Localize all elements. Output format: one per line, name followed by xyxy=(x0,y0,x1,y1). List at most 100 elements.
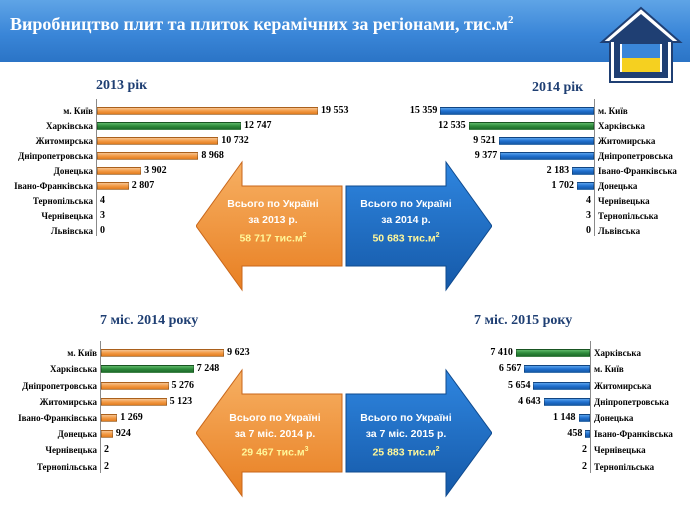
category-label: Дніпропетровська xyxy=(18,150,93,161)
category-label: Івано-Франківська xyxy=(594,429,673,440)
bar xyxy=(533,381,590,390)
bar xyxy=(97,181,129,190)
bar xyxy=(97,121,242,130)
category-label: Харківська xyxy=(598,120,645,131)
category-label: Івано-Франківська xyxy=(14,180,93,191)
category-label: Чернівецька xyxy=(41,210,93,221)
category-label: Львівська xyxy=(598,225,641,236)
value-label: 0 xyxy=(100,224,105,236)
right-arrow-7m-2015-icon xyxy=(345,368,492,498)
category-label: Дніпропетровська xyxy=(598,150,673,161)
value-label: 4 xyxy=(100,194,106,206)
category-label: Івано-Франківська xyxy=(18,412,97,423)
value-label: 1 702 xyxy=(551,179,574,191)
category-label: Чернівецька xyxy=(598,195,650,206)
bar xyxy=(576,181,594,190)
chart-title: 2013 рік xyxy=(96,78,148,93)
category-label: Івано-Франківська xyxy=(598,165,677,176)
category-label: м. Київ xyxy=(598,105,628,116)
value-label: 7 248 xyxy=(196,363,220,375)
left-arrow-2013-icon xyxy=(196,160,343,292)
value-label: 2 xyxy=(104,460,110,472)
value-label: 9 377 xyxy=(474,149,498,161)
category-label: Тернопільська xyxy=(598,210,659,221)
value-label: 8 968 xyxy=(201,149,224,161)
category-label: Чернівецька xyxy=(594,445,646,456)
value-label: 10 732 xyxy=(221,134,249,146)
slide-title: Виробництво плит та плиток керамічних за… xyxy=(10,14,514,34)
y-axis-line xyxy=(590,341,591,473)
category-label: Харківська xyxy=(594,348,641,359)
value-label: 3 902 xyxy=(144,164,167,176)
value-label: 2 807 xyxy=(131,179,155,191)
bar xyxy=(498,136,594,145)
category-label: Донецька xyxy=(57,429,97,440)
value-label: 5 123 xyxy=(169,395,193,407)
bar xyxy=(97,136,219,145)
bar xyxy=(97,166,142,175)
category-label: Харківська xyxy=(50,364,97,375)
category-label: Житомирська xyxy=(594,380,652,391)
category-label: м. Київ xyxy=(67,348,97,359)
category-label: Тернопільська xyxy=(36,461,97,472)
category-label: м. Київ xyxy=(63,105,93,116)
category-label: Житомирська xyxy=(39,396,97,407)
total-7m-2014-text: Всього по Україні за 7 міс. 2014 р. 29 4… xyxy=(229,412,321,459)
value-label: 2 xyxy=(581,460,587,472)
bar xyxy=(101,397,167,406)
category-label: Харківська xyxy=(46,120,93,131)
category-label: Донецька xyxy=(594,412,634,423)
bar xyxy=(101,413,118,422)
bar xyxy=(101,381,169,390)
category-label: Житомирська xyxy=(35,135,93,146)
category-label: Львівська xyxy=(50,225,93,236)
bar xyxy=(440,106,594,115)
house-logo-icon xyxy=(599,6,683,83)
value-label: 458 xyxy=(567,428,583,440)
value-label: 2 xyxy=(104,444,110,456)
value-label: 1 148 xyxy=(553,411,576,423)
bar xyxy=(524,365,590,374)
chart-title: 2014 рік xyxy=(532,80,584,95)
value-label: 19 553 xyxy=(320,104,349,116)
bar xyxy=(578,413,590,422)
category-label: Тернопільська xyxy=(32,195,93,206)
right-arrow-2014-icon xyxy=(345,160,492,292)
chart-title: 7 міс. 2014 року xyxy=(100,313,199,328)
value-label: 924 xyxy=(115,428,131,440)
left-arrow-7m-2014-icon xyxy=(196,368,343,498)
value-label: 4 643 xyxy=(518,395,541,407)
value-label: 12 747 xyxy=(244,119,272,131)
value-label: 2 183 xyxy=(546,164,570,176)
y-axis-line xyxy=(100,341,101,473)
y-axis-line xyxy=(96,99,97,236)
bar xyxy=(97,106,318,115)
bar xyxy=(101,349,225,358)
category-label: Житомирська xyxy=(598,135,656,146)
bar xyxy=(97,151,199,160)
bar xyxy=(101,365,194,374)
bar xyxy=(101,430,113,439)
category-label: Донецька xyxy=(598,180,638,191)
value-label: 9 521 xyxy=(473,134,496,146)
bar xyxy=(500,151,594,160)
value-label: 3 xyxy=(585,209,591,221)
value-label: 4 xyxy=(585,194,591,206)
category-label: Тернопільська xyxy=(594,461,655,472)
category-label: Дніпропетровська xyxy=(22,380,97,391)
y-axis-line xyxy=(594,99,595,236)
bar xyxy=(515,349,590,358)
category-label: м. Київ xyxy=(594,364,624,375)
value-label: 7 410 xyxy=(490,347,513,359)
bar xyxy=(585,430,590,439)
total-7m-2015-text: Всього по Україні за 7 міс. 2015 р. 25 8… xyxy=(360,412,452,459)
value-label: 0 xyxy=(586,224,591,236)
value-label: 6 567 xyxy=(498,363,522,375)
category-label: Дніпропетровська xyxy=(594,396,669,407)
category-label: Чернівецька xyxy=(45,445,97,456)
value-label: 15 359 xyxy=(409,104,438,116)
value-label: 9 623 xyxy=(227,347,250,359)
total-2013-text: Всього по Україні за 2013 р. 58 717 тис.… xyxy=(227,198,319,245)
value-label: 5 654 xyxy=(507,379,531,391)
